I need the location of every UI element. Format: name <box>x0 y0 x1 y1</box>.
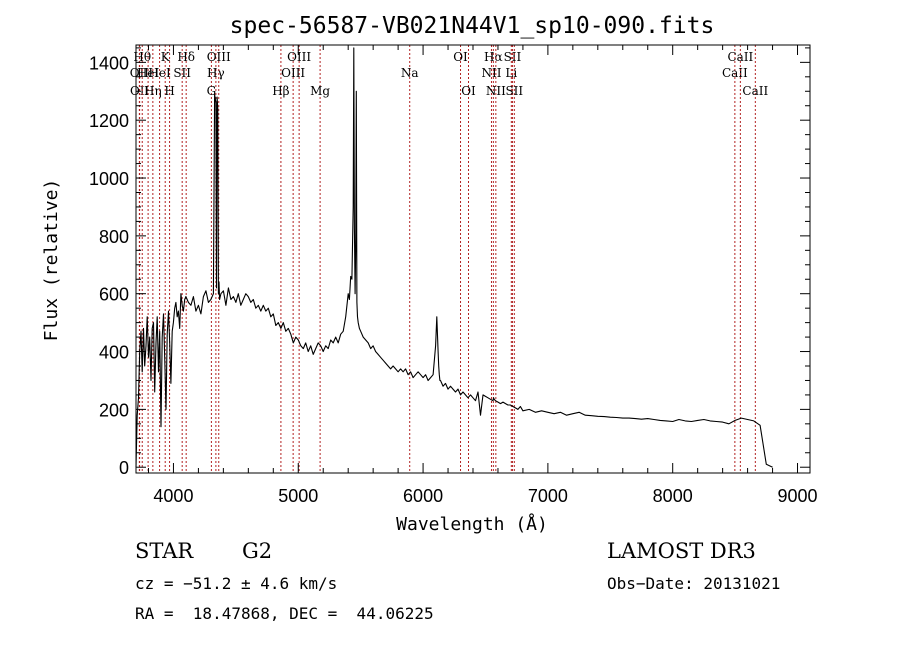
spectrum-line <box>135 47 773 468</box>
line-label-5: HeI <box>148 66 171 80</box>
y-tick-label-400: 400 <box>99 343 129 363</box>
line-label-25: SII <box>505 84 523 98</box>
x-axis-label: Wavelength (Å) <box>396 513 548 535</box>
line-label-21: Hα <box>484 50 503 64</box>
line-label-15: OIII <box>287 50 311 64</box>
line-label-6: K <box>161 50 171 64</box>
object-class: STAR <box>135 539 194 563</box>
survey-name: LAMOST DR3 <box>607 539 756 563</box>
line-label-23: Li <box>505 66 517 80</box>
line-label-16: Mg <box>310 84 330 98</box>
line-label-17: Na <box>401 66 419 80</box>
line-label-19: OI <box>461 84 476 98</box>
line-label-14: OIII <box>281 66 305 80</box>
x-tick-label-5000: 5000 <box>278 486 318 506</box>
line-label-22: NII <box>486 84 506 98</box>
plot-frame <box>135 44 811 474</box>
y-tick-label-0: 0 <box>119 458 129 478</box>
line-label-12: OIII <box>207 50 231 64</box>
redshift-velocity: cz = −51.2 ± 4.6 km/s <box>135 574 338 593</box>
line-label-24: SII <box>504 50 522 64</box>
line-label-28: CaII <box>742 84 768 98</box>
spectrum-series <box>135 47 773 468</box>
sky-coordinates: RA = 18.47868, DEC = 44.06225 <box>135 604 434 623</box>
line-label-8: SII <box>173 66 191 80</box>
line-label-26: CaII <box>722 66 748 80</box>
line-label-3: HeI <box>137 66 160 80</box>
y-axis-label: Flux (relative) <box>41 179 62 342</box>
line-label-27: CaII <box>727 50 753 64</box>
line-label-10: G <box>207 84 217 98</box>
x-tick-label-4000: 4000 <box>153 486 193 506</box>
line-label-7: H <box>164 84 174 98</box>
line-label-20: NII <box>481 66 501 80</box>
plot-axes: 4000 5000 6000 7000 8000 9000 0 200 400 600 800 100… <box>89 44 818 506</box>
object-subclass: G2 <box>242 539 273 563</box>
y-tick-label-1000: 1000 <box>89 169 129 189</box>
y-tick-label-1200: 1200 <box>89 111 129 131</box>
line-label-4: Hη <box>144 84 162 98</box>
y-tick-label-800: 800 <box>99 227 129 247</box>
y-tick-label-600: 600 <box>99 285 129 305</box>
x-tick-label-9000: 9000 <box>777 486 817 506</box>
observation-date: Obs−Date: 20131021 <box>607 574 781 593</box>
line-label-9: Hδ <box>177 50 195 64</box>
emission-line-markers: OIIOIIHθHeIHηHeIKHSIIHδGHγOIIIHβOIIIOIII… <box>130 45 768 473</box>
x-tick-label-6000: 6000 <box>403 486 443 506</box>
line-label-13: Hβ <box>272 84 289 98</box>
line-label-11: Hγ <box>207 66 225 80</box>
line-label-18: OI <box>453 50 468 64</box>
y-tick-label-1400: 1400 <box>89 53 129 73</box>
y-tick-label-200: 200 <box>99 400 129 420</box>
chart-title: spec-56587-VB021N44V1_sp10-090.fits <box>230 13 715 39</box>
x-tick-label-7000: 7000 <box>528 486 568 506</box>
line-label-2: Hθ <box>133 50 151 64</box>
x-tick-label-8000: 8000 <box>653 486 693 506</box>
